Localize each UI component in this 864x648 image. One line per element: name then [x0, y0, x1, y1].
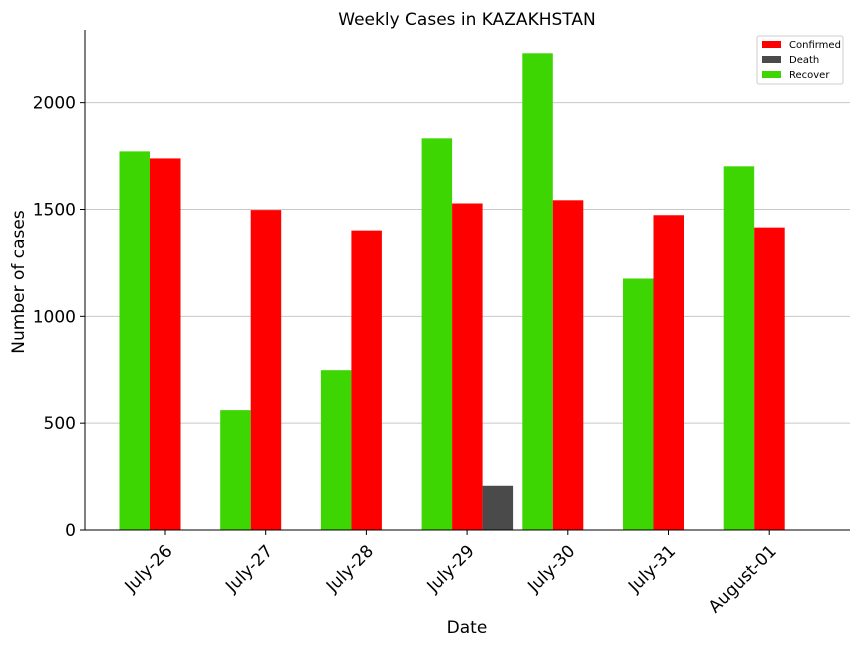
y-tick-label: 0: [65, 521, 76, 541]
bar-recover-july-31: [623, 278, 654, 530]
bar-death-july-29: [482, 485, 514, 530]
legend-label: Confirmed: [789, 40, 841, 51]
y-tick-label: 2000: [33, 94, 76, 114]
bar-confirmed-july-29: [452, 203, 483, 530]
legend-swatch: [762, 71, 781, 78]
y-tick-label: 500: [44, 414, 76, 434]
bar-confirmed-july-30: [552, 200, 584, 531]
bar-recover-july-29: [421, 138, 453, 531]
bar-confirmed-july-31: [653, 215, 684, 530]
x-tick-label: August-01: [705, 541, 781, 617]
bar-recover-july-28: [320, 370, 352, 530]
bar-confirmed-july-27: [250, 210, 282, 530]
x-tick-label: July-29: [423, 541, 479, 597]
x-tick-label: July-27: [221, 541, 277, 597]
x-axis-label: Date: [447, 618, 488, 638]
bar-recover-july-26: [119, 151, 150, 530]
legend: Confirmed Death Recover: [756, 35, 844, 85]
legend-swatch: [762, 56, 781, 63]
y-tick-label: 1500: [33, 200, 76, 220]
bar-recover-july-30: [522, 53, 553, 531]
y-tick-label: 1000: [33, 307, 76, 327]
bar-confirmed-july-26: [150, 158, 181, 530]
chart-title: Weekly Cases in KAZAKHSTAN: [338, 10, 595, 30]
x-tick-label: July-26: [121, 541, 177, 597]
legend-swatch: [762, 41, 781, 48]
bar-confirmed-august-01: [754, 227, 785, 530]
bar-confirmed-july-28: [351, 230, 382, 530]
y-axis-label: Number of cases: [9, 210, 29, 354]
bar-recover-august-01: [723, 166, 755, 531]
legend-label: Death: [789, 55, 819, 66]
bars: [119, 53, 785, 531]
y-ticks: 0 500 1000 1500 2000: [33, 94, 85, 541]
x-tick-label: July-30: [523, 541, 579, 597]
x-ticks: July-26 July-27 July-28 July-29 July-30 July-…: [121, 530, 781, 617]
bar-recover-july-27: [220, 410, 251, 530]
x-tick-label: July-31: [624, 541, 680, 597]
legend-label: Recover: [789, 70, 830, 81]
x-tick-label: July-28: [322, 541, 378, 597]
